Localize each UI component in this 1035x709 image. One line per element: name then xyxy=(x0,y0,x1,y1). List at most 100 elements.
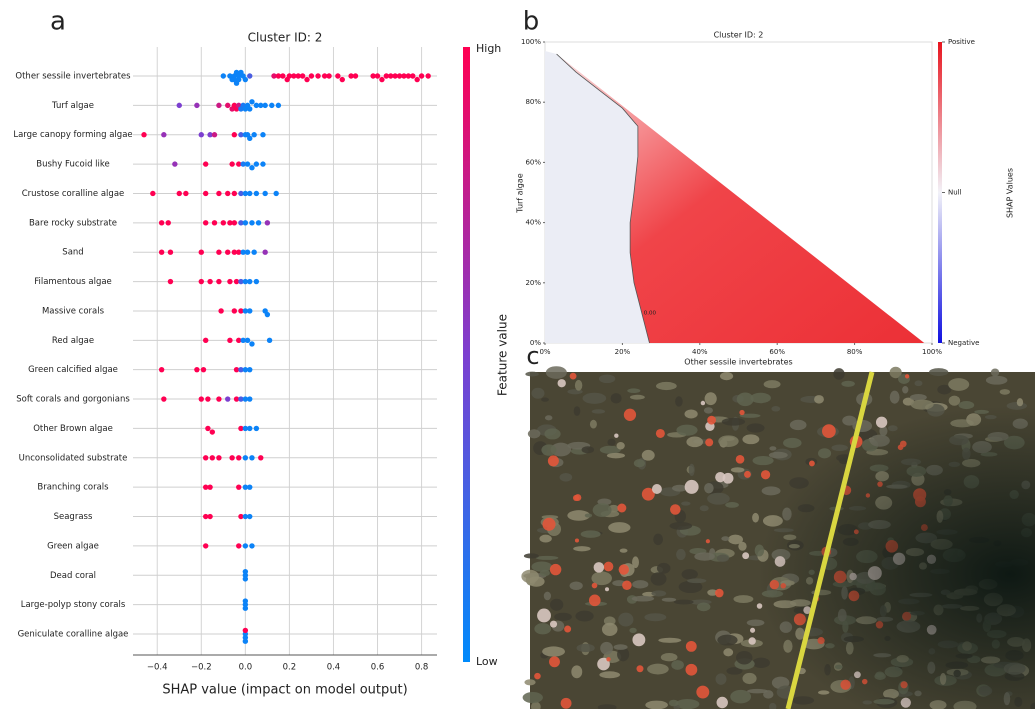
colorbar-label: Feature value xyxy=(496,314,510,396)
shap-point xyxy=(229,161,235,167)
shap-point xyxy=(236,76,242,83)
shap-point xyxy=(165,220,171,226)
shap-point xyxy=(255,220,262,226)
x-tick-label: −0.4 xyxy=(147,663,168,673)
shap-point xyxy=(266,337,273,344)
x-tick-label: 0.6 xyxy=(371,663,385,673)
shap-point xyxy=(225,190,231,197)
category-label: Large-polyp stony corals xyxy=(21,600,126,610)
x-tick-label: 0% xyxy=(539,348,550,356)
panel-label: a xyxy=(50,7,66,37)
shap-point xyxy=(198,278,204,285)
shap-point xyxy=(242,396,249,402)
shap-point xyxy=(242,366,249,373)
shap-point xyxy=(242,220,249,226)
chart-title: Cluster ID: 2 xyxy=(714,31,764,40)
colorbar-high: High xyxy=(476,42,501,55)
shap-point xyxy=(242,308,249,314)
category-label: Filamentous algae xyxy=(34,277,112,287)
shap-point xyxy=(264,220,271,226)
shap-point xyxy=(227,278,233,285)
shap-point xyxy=(383,73,390,79)
shap-point xyxy=(253,190,260,197)
shap-point xyxy=(167,249,174,255)
shap-point xyxy=(225,249,231,255)
shap-point xyxy=(247,425,253,432)
shap-point xyxy=(260,132,266,138)
category-label: Green calcified algae xyxy=(28,365,118,375)
shap-point xyxy=(238,366,244,373)
shap-point xyxy=(216,249,222,255)
shap-point xyxy=(202,161,209,167)
reef-photo xyxy=(521,366,1035,709)
shap-point xyxy=(273,190,279,197)
shap-point xyxy=(205,396,211,402)
shap-point xyxy=(401,73,407,79)
shap-point xyxy=(352,73,359,79)
x-tick-label: 20% xyxy=(615,348,631,356)
shap-point xyxy=(161,396,167,402)
shap-point xyxy=(258,102,264,109)
category-label: Unconsolidated substrate xyxy=(19,453,128,463)
x-tick-label: 0.4 xyxy=(327,663,341,673)
x-tick-label: 40% xyxy=(692,348,708,356)
shap-point xyxy=(216,396,222,402)
shap-point xyxy=(158,366,165,373)
shap-point xyxy=(253,278,260,285)
shap-point xyxy=(211,132,218,138)
shap-point xyxy=(209,455,216,461)
shap-point xyxy=(211,220,218,226)
shap-point xyxy=(240,249,246,255)
shap-point xyxy=(280,73,286,79)
shap-point xyxy=(238,396,244,402)
shap-point xyxy=(198,396,204,402)
shap-point xyxy=(176,190,182,197)
shap-point xyxy=(141,132,147,138)
shap-point xyxy=(253,425,260,432)
shap-point xyxy=(242,576,249,582)
shap-point xyxy=(198,132,204,138)
category-label: Red algae xyxy=(52,336,94,346)
shap-point xyxy=(275,73,282,79)
shap-point xyxy=(410,73,416,79)
shap-point xyxy=(238,190,244,197)
shap-point xyxy=(392,73,398,79)
category-label: Soft corals and gorgonians xyxy=(16,395,130,405)
shap-point xyxy=(418,73,425,79)
category-label: Geniculate coralline algae xyxy=(18,630,129,640)
shap-point xyxy=(220,220,227,226)
shap-point xyxy=(242,76,249,83)
shap-point xyxy=(231,249,238,255)
shap-point xyxy=(339,76,345,83)
shap-point xyxy=(425,73,431,79)
shap-point xyxy=(220,73,227,79)
y-tick-label: 100% xyxy=(521,38,541,46)
shap-point xyxy=(236,161,242,167)
shap-point xyxy=(388,73,394,79)
y-tick-label: 80% xyxy=(525,98,541,106)
shap-point xyxy=(236,543,242,549)
shap-point xyxy=(286,73,293,79)
category-label: Turf algae xyxy=(51,101,94,111)
shap-point xyxy=(264,311,271,318)
shap-point xyxy=(194,366,200,373)
shap-point xyxy=(207,278,213,285)
shap-point xyxy=(247,278,253,285)
shap-point xyxy=(207,513,213,520)
shap-point xyxy=(216,278,222,285)
x-tick-label: −0.2 xyxy=(191,663,212,673)
shap-point xyxy=(231,132,238,138)
shap-point xyxy=(167,278,174,285)
shap-point xyxy=(225,102,231,109)
shap-point xyxy=(262,102,268,109)
category-label: Bare rocky substrate xyxy=(29,218,117,228)
shap-point xyxy=(202,543,209,549)
shap-point xyxy=(200,366,207,373)
shap-point xyxy=(150,190,156,197)
photo-shade xyxy=(530,372,1035,709)
colorbar-tick-label: Null xyxy=(948,189,962,197)
y-tick-label: 40% xyxy=(525,219,541,227)
shap-point xyxy=(379,76,385,83)
shap-point xyxy=(249,165,255,171)
